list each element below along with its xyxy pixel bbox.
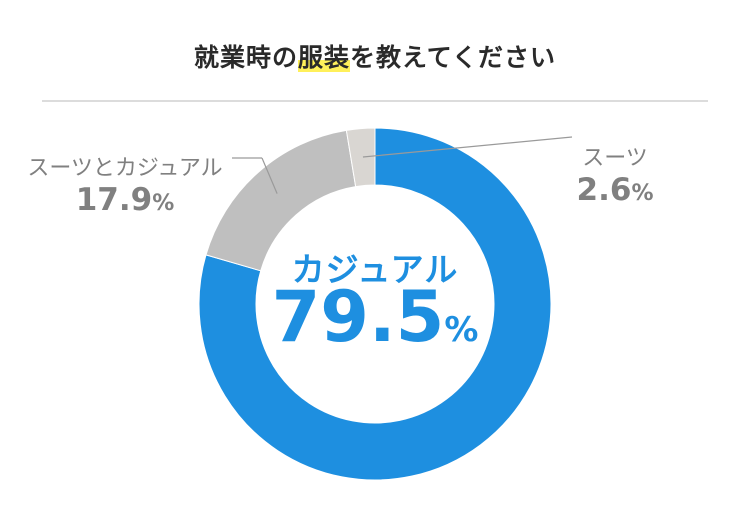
label-suit-name: スーツ	[582, 146, 648, 171]
slice-casual	[198, 127, 552, 481]
title-post: を教えてください	[350, 43, 557, 72]
label-suit-casual-pct: 17.9%	[20, 182, 230, 218]
leader-line-suit-casual	[261, 157, 278, 194]
title-pre: 就業時の	[193, 43, 298, 72]
slice-suit	[345, 127, 376, 188]
title-divider	[42, 100, 708, 102]
label-casual-value: 79.5	[271, 276, 445, 358]
chart-title: 就業時の服装を教えてください	[0, 38, 750, 74]
label-suit-unit: %	[631, 181, 654, 206]
label-suit-casual-name: スーツとカジュアル	[27, 156, 223, 181]
label-suit-casual: スーツとカジュアル 17.9%	[20, 150, 230, 218]
leader-line-suit	[362, 136, 573, 158]
label-suit-casual-unit: %	[152, 191, 175, 216]
label-suit-value: 2.6	[576, 172, 632, 208]
label-casual-pct: 79.5%	[255, 282, 495, 352]
label-suit-casual-value: 17.9	[75, 182, 153, 218]
label-suit-pct: 2.6%	[560, 172, 670, 208]
label-casual-unit: %	[444, 310, 479, 350]
title-highlight: 服装	[297, 43, 350, 72]
label-suit: スーツ 2.6%	[560, 140, 670, 208]
label-casual-name: カジュアル	[291, 250, 459, 289]
